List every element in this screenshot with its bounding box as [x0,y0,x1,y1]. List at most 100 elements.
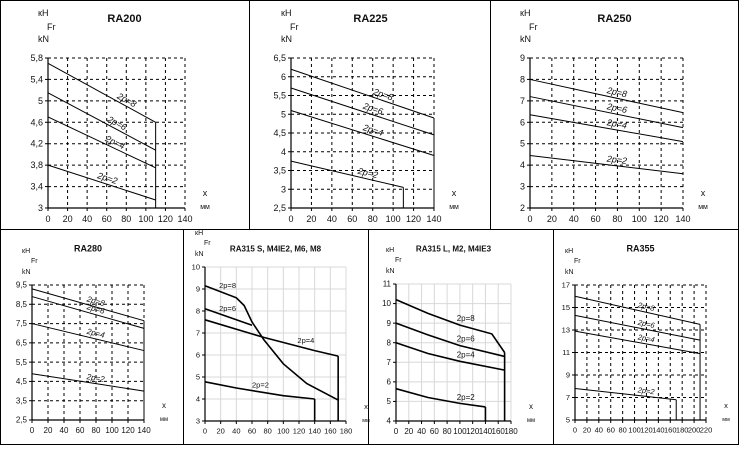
x-tick-label: 120 [158,214,173,224]
y-tick-label: 4 [520,160,525,170]
series-line-2p-8 [574,295,701,325]
y-tick-label: 4 [196,395,200,404]
unit-label-fr: Fr [31,258,38,265]
x-axis-unit: мм [449,204,459,211]
series-label: 2p=8 [605,85,628,99]
series-line-2p-4 [290,110,435,156]
y-tick-label: 10 [192,263,200,272]
y-tick-label: 9 [387,319,392,328]
series-label: 2p=4 [457,351,476,360]
x-tick-label: 100 [628,426,641,435]
x-axis-label: x [364,402,368,411]
chart-ra200: 0 20 40 60 80 100 120 140 3 3,4 3,8 4,2 4,6 5 5,4 5,8 2p… [0,0,250,230]
x-tick-label: 20 [63,214,73,224]
chart-ra315-s-m4ie2-m6-m8: 0 20 40 60 80 100 120 140 160 180 3 4 5 6 7 8 9 10 2p=8 2p=… [183,229,370,445]
y-tick-label: 7 [387,358,392,367]
series-label: 2p=2 [636,385,656,396]
x-tick-label: 100 [632,214,647,224]
x-tick-label: 140 [675,214,690,224]
x-tick-label: 80 [618,426,626,435]
y-tick-label: 4,2 [30,139,43,149]
y-tick-label: 3,5 [16,396,28,405]
y-tick-label: 5,5 [16,358,28,367]
x-tick-label: 20 [404,427,413,436]
unit-label-kn-cyrillic: кН [281,8,291,18]
y-tick-label: 7 [196,329,200,338]
series-label: 2p=2 [95,170,118,186]
y-tick-label: 6 [520,117,525,127]
series-label: 2p=2 [457,393,476,402]
y-tick-label: 6 [281,72,286,82]
series-line-2p-6 [574,314,701,341]
y-tick-label: 5 [281,109,286,119]
series-line-2p-8 [529,78,684,114]
y-tick-label: 13 [562,326,570,335]
x-tick-label: 0 [45,214,50,224]
x-tick-label: 180 [504,427,518,436]
unit-label-kn-cyrillic: кН [38,8,48,18]
series-line-2p-8 [47,62,156,123]
x-axis-label: x [701,188,706,198]
y-tick-label: 8 [387,338,392,347]
x-tick-label: 0 [573,426,577,435]
x-tick-label: 100 [277,427,290,436]
x-tick-label: 120 [466,427,480,436]
y-tick-label: 5 [38,96,43,106]
chart-title: RA315 L, M2, M4IE3 [416,245,492,254]
y-tick-label: 5,8 [30,53,43,63]
y-tick-label: 4,5 [273,128,286,138]
x-axis-unit: мм [200,204,210,211]
y-tick-label: 3 [281,184,286,194]
x-tick-label: 40 [327,214,337,224]
x-tick-label: 20 [583,426,591,435]
series-line-2p-4 [31,323,145,352]
series-line-2p-2 [290,160,404,188]
unit-label-kn: kN [520,34,531,44]
x-tick-label: 80 [612,214,622,224]
y-tick-label: 4 [281,147,286,157]
x-tick-label: 0 [527,214,532,224]
x-tick-label: 120 [406,214,421,224]
x-tick-label: 120 [654,214,669,224]
y-tick-label: 6 [196,351,200,360]
x-tick-label: 60 [248,427,256,436]
series-line-2p-4 [204,319,339,357]
series-label: 2p=4 [605,117,628,131]
chart-ra355: 0 20 40 60 80 100 120 140 160 180 200 220 5 7 9 11 13 15 1… [553,229,739,445]
x-tick-label: 60 [607,426,615,435]
series-label: 2p=4 [636,332,655,344]
y-tick-label: 4,5 [16,377,28,386]
series-label: 2p=2 [605,154,627,166]
y-tick-label: 7 [566,393,570,402]
y-tick-label: 2 [520,203,525,213]
chart-title: RA225 [353,13,387,25]
series-line-2p-4 [529,114,684,143]
x-tick-label: 60 [347,214,357,224]
x-tick-label: 120 [121,426,135,435]
y-tick-label: 4,6 [30,117,43,127]
series-line-2p-6 [204,308,253,327]
x-tick-label: 220 [700,426,713,435]
x-tick-label: 100 [386,214,401,224]
series-label: 2p=2 [85,372,106,384]
y-tick-label: 8,5 [16,300,28,309]
x-axis-label: x [162,401,166,410]
series-label: 2p=8 [636,300,656,313]
unit-label-fr: Fr [290,22,299,32]
y-tick-label: 3 [520,182,525,192]
series-label: 2p=6 [605,101,628,115]
y-tick-label: 17 [562,281,570,290]
x-tick-label: 140 [177,214,192,224]
unit-label-fr: Fr [204,240,211,247]
series-line-2p-2 [529,155,684,175]
x-tick-label: 200 [688,426,701,435]
unit-label-fr: Fr [47,22,56,32]
series-line-2p-2 [31,373,145,392]
series-line-2p-6 [290,87,435,136]
x-tick-label: 80 [263,427,271,436]
y-tick-label: 8 [196,307,200,316]
x-tick-label: 140 [479,427,493,436]
unit-label-kn: kN [386,268,395,275]
chart-ra315-l-m2-m4ie3: 0 20 40 60 80 100 120 140 160 180 4 5 6 7 8 9 10 11 2p=8 2p… [368,229,554,445]
x-tick-label: 80 [121,214,131,224]
